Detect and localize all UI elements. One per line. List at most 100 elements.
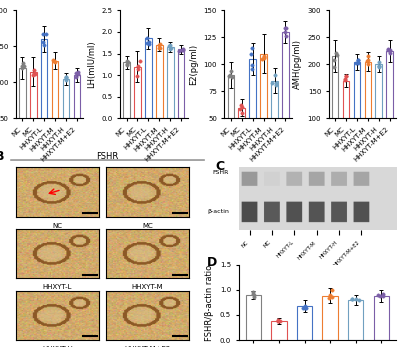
Point <box>387 48 393 53</box>
Point <box>51 59 58 64</box>
Point <box>249 66 256 71</box>
Text: FSHR: FSHR <box>96 152 119 161</box>
Point <box>146 42 152 47</box>
Point <box>19 66 25 71</box>
Text: HHXYT-M: HHXYT-M <box>132 284 163 290</box>
Point <box>123 58 130 64</box>
Point <box>355 57 361 62</box>
Text: HHXYT-M+E2: HHXYT-M+E2 <box>124 346 171 347</box>
Bar <box>260 53 267 172</box>
Point <box>352 297 359 302</box>
Point <box>237 107 244 112</box>
Point <box>226 73 233 78</box>
Text: B: B <box>0 150 5 163</box>
Text: HHXYT-L: HHXYT-L <box>43 284 72 290</box>
Bar <box>271 81 278 172</box>
Bar <box>238 108 245 172</box>
Point <box>30 73 36 78</box>
Bar <box>364 62 371 172</box>
Point <box>156 42 162 48</box>
Point <box>364 59 370 64</box>
Bar <box>297 306 312 340</box>
Point <box>166 43 172 49</box>
Y-axis label: LH(mIU/ml): LH(mIU/ml) <box>87 41 96 88</box>
Point <box>275 318 281 323</box>
Point <box>180 47 186 52</box>
Point <box>73 74 79 80</box>
Point <box>144 35 150 41</box>
Text: NC: NC <box>53 223 63 229</box>
Bar <box>271 321 287 340</box>
Point <box>228 68 234 74</box>
Bar <box>123 62 130 118</box>
Point <box>248 62 255 67</box>
Point <box>19 64 25 69</box>
Point <box>63 75 70 81</box>
Point <box>167 43 173 48</box>
Point <box>73 70 79 76</box>
Point <box>342 77 348 83</box>
Bar <box>63 79 69 154</box>
Bar <box>354 62 360 172</box>
Point <box>156 45 163 51</box>
Point <box>40 31 46 37</box>
Point <box>51 58 57 64</box>
Point <box>124 61 130 67</box>
Point <box>328 294 335 299</box>
Point <box>248 51 254 57</box>
Point <box>385 47 392 52</box>
Point <box>156 42 163 47</box>
Point <box>274 318 281 323</box>
Point <box>375 292 382 297</box>
Point <box>63 74 69 79</box>
Point <box>282 33 289 39</box>
Point <box>228 74 235 80</box>
Point <box>343 74 349 79</box>
Bar <box>282 32 289 172</box>
Point <box>356 297 362 303</box>
Point <box>31 68 37 73</box>
Point <box>250 291 256 297</box>
Point <box>272 72 278 78</box>
Point <box>302 306 308 311</box>
Point <box>376 59 382 65</box>
Point <box>42 32 49 37</box>
Bar <box>374 296 389 340</box>
Point <box>124 62 130 67</box>
Point <box>333 52 340 58</box>
Text: D: D <box>207 256 218 269</box>
Point <box>326 295 332 301</box>
Point <box>377 293 384 299</box>
Point <box>50 57 56 63</box>
Point <box>385 46 391 51</box>
Point <box>354 60 361 66</box>
Bar <box>134 67 141 118</box>
Point <box>135 63 142 68</box>
Point <box>239 105 245 110</box>
Point <box>274 317 281 322</box>
Point <box>248 45 255 51</box>
Point <box>226 74 233 79</box>
Text: C: C <box>215 160 224 173</box>
Point <box>176 49 182 54</box>
Point <box>375 64 382 70</box>
Bar <box>343 81 349 172</box>
Point <box>251 294 258 300</box>
Bar <box>145 39 152 118</box>
Point <box>251 293 258 298</box>
Point <box>282 29 288 34</box>
Point <box>179 46 186 52</box>
Point <box>20 63 27 69</box>
Y-axis label: FSHR/β-actin ratio: FSHR/β-actin ratio <box>205 264 214 340</box>
Point <box>156 46 162 51</box>
Point <box>62 77 69 83</box>
Point <box>365 61 372 67</box>
Point <box>380 291 386 297</box>
Bar <box>332 56 338 172</box>
Point <box>144 40 150 45</box>
Point <box>124 59 131 65</box>
Point <box>283 25 290 31</box>
Bar <box>30 71 36 154</box>
Bar <box>19 68 26 154</box>
Point <box>250 289 256 295</box>
